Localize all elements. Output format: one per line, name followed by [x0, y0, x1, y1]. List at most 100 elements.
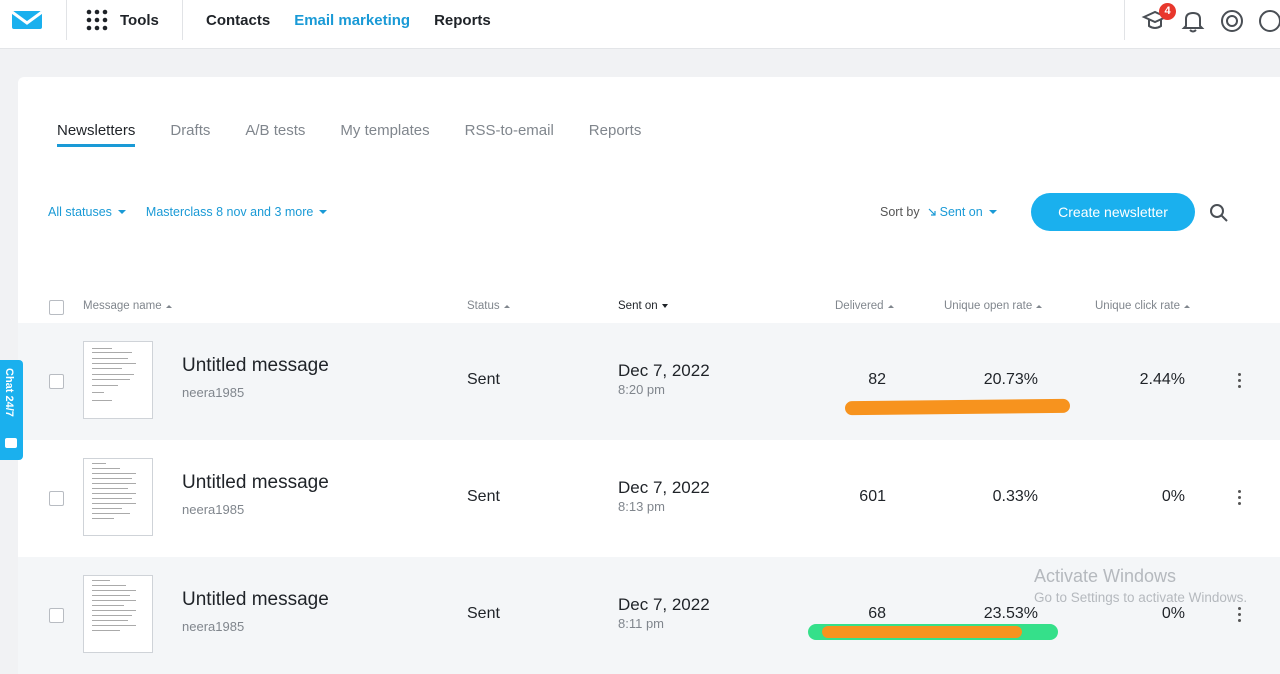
- message-name[interactable]: Untitled message: [182, 355, 329, 376]
- filter-bar: All statuses Masterclass 8 nov and 3 mor…: [48, 205, 328, 219]
- message-author: neera1985: [182, 385, 245, 400]
- tab-reports[interactable]: Reports: [588, 122, 642, 139]
- table-header: Message name Status Sent on Delivered Un…: [18, 295, 1280, 321]
- apps-grid-icon: [86, 9, 108, 31]
- envelope-logo-icon[interactable]: [11, 9, 43, 31]
- tab-drafts[interactable]: Drafts: [170, 122, 211, 139]
- search-icon[interactable]: [1208, 202, 1230, 224]
- sort-label: Sort by: [880, 205, 920, 219]
- chat-support-tab[interactable]: Chat 24/7: [0, 360, 23, 460]
- newsletter-thumbnail[interactable]: [83, 575, 153, 653]
- more-options-icon[interactable]: [1234, 373, 1244, 389]
- help-lifebuoy-icon[interactable]: [1218, 7, 1246, 35]
- column-header-label: Unique open rate: [944, 300, 1033, 312]
- status-filter-dropdown[interactable]: All statuses: [48, 205, 126, 219]
- nav-link-email-marketing[interactable]: Email marketing: [294, 12, 411, 29]
- sort-arrow-icon: [165, 304, 172, 308]
- sent-time: 8:11 pm: [618, 616, 665, 631]
- activate-windows-subtitle: Go to Settings to activate Windows.: [1034, 590, 1248, 605]
- notification-badge: 4: [1159, 3, 1176, 20]
- chat-label: Chat 24/7: [3, 368, 15, 417]
- sort-control: Sort by Sent on: [880, 205, 997, 219]
- unique-open-rate: 20.73%: [983, 371, 1038, 388]
- orange-highlight-stroke: [844, 398, 1071, 416]
- tools-label: Tools: [120, 11, 159, 29]
- column-header-label: Sent on: [618, 300, 658, 312]
- sort-arrow-icon: [1036, 304, 1043, 308]
- sort-arrow-icon: [1184, 304, 1191, 308]
- sent-date: Dec 7, 2022: [618, 595, 710, 614]
- tab-ab-tests[interactable]: A/B tests: [245, 122, 306, 139]
- tab-newsletters[interactable]: Newsletters: [57, 122, 136, 147]
- column-header-message-name[interactable]: Message name: [83, 300, 172, 312]
- tab-my-templates[interactable]: My templates: [340, 122, 430, 139]
- message-name[interactable]: Untitled message: [182, 589, 329, 610]
- column-header-delivered[interactable]: Delivered: [835, 300, 894, 312]
- sort-arrow-icon: [661, 304, 668, 308]
- sort-arrow-icon: [503, 304, 510, 308]
- sort-dropdown[interactable]: Sent on: [928, 205, 997, 219]
- unique-click-rate: 0%: [1161, 605, 1185, 622]
- newsletter-thumbnail[interactable]: [83, 341, 153, 419]
- sent-date: Dec 7, 2022: [618, 478, 710, 497]
- column-header-label: Message name: [83, 300, 162, 312]
- sent-time: 8:20 pm: [618, 382, 665, 397]
- sent-date: Dec 7, 2022: [618, 361, 710, 380]
- section-tabs: Newsletters Drafts A/B tests My template…: [57, 122, 676, 147]
- message-author: neera1985: [182, 619, 245, 634]
- account-icon[interactable]: [1256, 7, 1280, 35]
- unique-open-rate: 23.53%: [983, 605, 1038, 622]
- column-header-sent-on[interactable]: Sent on: [618, 300, 668, 312]
- unique-click-rate: 2.44%: [1139, 371, 1185, 388]
- chevron-down-icon: [988, 210, 997, 214]
- row-checkbox[interactable]: [49, 491, 64, 506]
- unique-open-rate: 0.33%: [992, 488, 1038, 505]
- message-author: neera1985: [182, 502, 245, 517]
- status-filter-label: All statuses: [48, 205, 112, 219]
- tab-rss-to-email[interactable]: RSS-to-email: [464, 122, 554, 139]
- delivered-count: 82: [868, 371, 886, 388]
- chat-bubble-icon: [5, 438, 17, 448]
- delivered-count: 68: [868, 605, 886, 622]
- table-row[interactable]: Untitled message neera1985 Sent Dec 7, 2…: [18, 440, 1280, 557]
- column-header-label: Delivered: [835, 300, 884, 312]
- nav-divider: [182, 0, 183, 40]
- newsletter-thumbnail[interactable]: [83, 458, 153, 536]
- row-checkbox[interactable]: [49, 374, 64, 389]
- sort-arrow-icon: [887, 304, 894, 308]
- message-status: Sent: [467, 605, 500, 622]
- nav-divider: [66, 0, 67, 40]
- campaign-filter-label: Masterclass 8 nov and 3 more: [145, 205, 314, 219]
- chevron-down-icon: [117, 210, 126, 214]
- nav-divider: [1124, 0, 1125, 40]
- unique-click-rate: 0%: [1161, 488, 1185, 505]
- orange-highlight-stroke: [822, 626, 1022, 638]
- tools-menu[interactable]: Tools: [86, 9, 159, 31]
- nav-link-reports[interactable]: Reports: [434, 12, 491, 29]
- sort-value: Sent on: [939, 205, 983, 219]
- bell-icon[interactable]: [1179, 7, 1207, 35]
- main-nav-links: Contacts Email marketing Reports: [206, 12, 491, 29]
- column-header-status[interactable]: Status: [467, 300, 510, 312]
- message-name[interactable]: Untitled message: [182, 472, 329, 493]
- message-status: Sent: [467, 488, 500, 505]
- top-navigation: Tools Contacts Email marketing Reports 4: [0, 0, 1280, 49]
- create-newsletter-button[interactable]: Create newsletter: [1031, 193, 1195, 231]
- chevron-down-icon: [319, 210, 328, 214]
- more-options-icon[interactable]: [1234, 607, 1244, 623]
- newsletters-card: Newsletters Drafts A/B tests My template…: [18, 77, 1280, 674]
- campaign-filter-dropdown[interactable]: Masterclass 8 nov and 3 more: [145, 205, 328, 219]
- more-options-icon[interactable]: [1234, 490, 1244, 506]
- column-header-label: Status: [467, 300, 500, 312]
- column-header-unique-open-rate[interactable]: Unique open rate: [944, 300, 1043, 312]
- activate-windows-title: Activate Windows: [1034, 566, 1177, 586]
- message-status: Sent: [467, 371, 500, 388]
- column-header-label: Unique click rate: [1095, 300, 1181, 312]
- nav-link-contacts[interactable]: Contacts: [206, 12, 271, 29]
- sort-descending-icon: [928, 208, 936, 216]
- column-header-unique-click-rate[interactable]: Unique click rate: [1095, 300, 1191, 312]
- table-row[interactable]: Untitled message neera1985 Sent Dec 7, 2…: [18, 323, 1280, 440]
- delivered-count: 601: [859, 488, 886, 505]
- row-checkbox[interactable]: [49, 608, 64, 623]
- select-all-checkbox[interactable]: [49, 300, 64, 315]
